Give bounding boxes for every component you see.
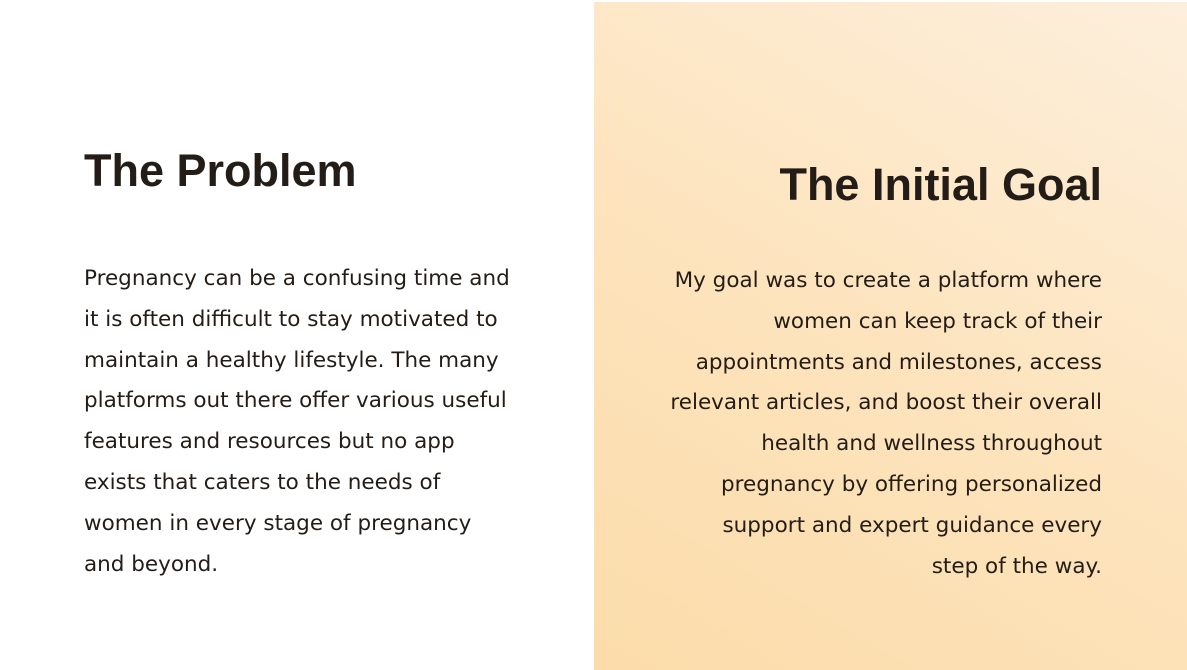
problem-line: it is often difficult to stay motivated … <box>84 306 498 332</box>
goal-line: women can keep track of their <box>773 308 1102 334</box>
goal-description: My goal was to create a platform where w… <box>670 261 1102 587</box>
goal-line: step of the way. <box>931 553 1102 579</box>
problem-line: maintain a healthy lifestyle. The many <box>84 347 499 373</box>
goal-line: My goal was to create a platform where <box>674 268 1102 293</box>
problem-description: Pregnancy can be a confusing time and it… <box>84 259 510 585</box>
goal-line: appointments and milestones, access <box>695 349 1102 375</box>
problem-line: exists that caters to the needs of <box>84 469 441 495</box>
goal-line: pregnancy by offering personalized <box>721 471 1102 497</box>
goal-line: health and wellness throughout <box>761 431 1102 457</box>
problem-line: women in every stage of pregnancy <box>84 510 472 536</box>
problem-line: platforms out there offer various useful <box>84 388 507 414</box>
problem-line: features and resources but no app <box>84 429 455 455</box>
goal-panel: The Initial Goal My goal was to create a… <box>594 2 1187 670</box>
problem-line: and beyond. <box>84 551 219 577</box>
goal-line: support and expert guidance every <box>722 512 1102 538</box>
goal-line: relevant articles, and boost their overa… <box>670 390 1102 416</box>
problem-line: Pregnancy can be a confusing time and <box>84 266 510 291</box>
goal-heading: The Initial Goal <box>779 159 1102 210</box>
problem-heading: The Problem <box>84 145 357 196</box>
problem-panel: The Problem Pregnancy can be a confusing… <box>84 145 510 585</box>
